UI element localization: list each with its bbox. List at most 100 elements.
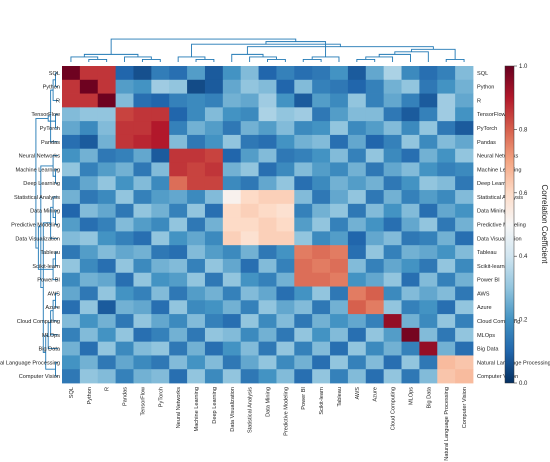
heatmap-cell [276,203,295,219]
heatmap-cell [383,134,402,150]
column-label: Data Visualization [230,387,236,432]
heatmap-cell [222,134,242,150]
heatmap-cell [222,93,242,108]
heatmap-cell [151,162,170,177]
heatmap-cell [62,176,81,191]
heatmap-cell [79,203,99,219]
heatmap-cell [187,327,206,343]
heatmap-cell [151,327,170,343]
column-tick-labels: SQL Python R Pandas TensorFlow PyTorch Neural … [69,386,468,461]
column-label: Cloud Computing [391,387,397,430]
heatmap-cell [222,190,242,205]
heatmap-cell [365,369,385,384]
heatmap-cell [437,79,456,94]
heatmap-cell [312,369,331,384]
row-label-left: Statistical Analysis [14,195,60,201]
column-label: Python [87,387,93,404]
heatmap-cell [419,286,438,301]
row-label: Scikit-learn [477,264,505,270]
heatmap-cell [455,300,474,315]
row-label-left: TensorFlow [31,112,61,118]
heatmap-cell [401,217,420,232]
heatmap-cell [133,107,152,122]
heatmap-cell [383,66,402,81]
heatmap-cell [222,217,242,232]
heatmap-cell [62,300,81,315]
column-dendrogram-link [88,59,108,62]
column-dendrogram-link [191,43,341,57]
heatmap-cell [330,314,349,329]
heatmap-cell [419,217,438,232]
heatmap-cell [115,355,134,370]
heatmap-cell [204,134,224,150]
row-label-left: R [56,98,60,104]
heatmap-cell [347,162,367,177]
column-label: R [105,387,111,391]
column-dendrogram-link [394,51,429,62]
heatmap-cell [151,176,170,191]
heatmap-cell [347,341,367,356]
column-dendrogram-link [311,56,340,62]
heatmap-cell [312,121,331,136]
heatmap-cell [312,176,331,191]
heatmap-cell [437,300,456,315]
heatmap-cell [330,341,349,356]
heatmap-cell [204,79,224,94]
heatmap-cell [276,93,295,108]
heatmap-cell [276,245,295,260]
heatmap-cell [169,217,188,232]
column-dendrogram-link [265,41,327,57]
heatmap-cell [151,107,170,122]
row-label: Data Visualization [477,236,522,242]
heatmap-cell [115,286,134,301]
row-label-left: Cloud Computing [17,319,60,325]
heatmap-cell [401,107,420,122]
heatmap-cell [115,162,134,177]
heatmap-cell [294,355,313,370]
heatmap-cell [204,369,224,384]
heatmap-cell [330,286,349,301]
heatmap-cell [79,162,99,177]
heatmap-cell [312,314,331,329]
heatmap-cell [419,341,438,356]
row-dendrogram-link [45,335,56,370]
heatmap-cell [240,162,259,177]
heatmap-cell [365,327,385,343]
heatmap-cell [204,162,224,177]
heatmap-cell [222,314,242,329]
column-dendrogram-link [124,56,152,62]
heatmap-cell [383,314,402,329]
heatmap-cell [97,93,117,108]
heatmap-cell [204,245,224,260]
heatmap-cell [151,272,170,287]
heatmap-cell [151,300,170,315]
heatmap-cell [419,107,438,122]
heatmap-cell [365,286,385,301]
colorbar-tick-label: 0.6 [519,191,528,197]
heatmap-cell [240,327,259,343]
column-label: Data Mining [266,387,272,417]
heatmap-cell [187,203,206,219]
row-label: R [477,98,481,104]
heatmap-cell [365,162,385,177]
heatmap-cell [133,203,152,219]
heatmap-cell [365,355,385,370]
heatmap-cell [437,93,456,108]
heatmap-cell [401,258,420,274]
heatmap-cell [258,231,277,246]
heatmap-cell [365,245,385,260]
heatmap-cell [365,231,385,246]
heatmap-cell [294,258,313,274]
heatmap-cell [365,272,385,287]
column-dendrogram-link [249,56,277,62]
column-dendrogram-link [110,38,297,55]
heatmap-cell [455,369,474,384]
heatmap-cell [347,203,367,219]
column-label: TensorFlow [140,386,146,416]
row-dendrogram-link [55,168,58,184]
heatmap-cell [330,258,349,274]
row-label-left: Big Data [39,347,61,353]
heatmap-cell [401,314,420,329]
heatmap-cell [437,355,456,370]
heatmap-cell [347,217,367,232]
